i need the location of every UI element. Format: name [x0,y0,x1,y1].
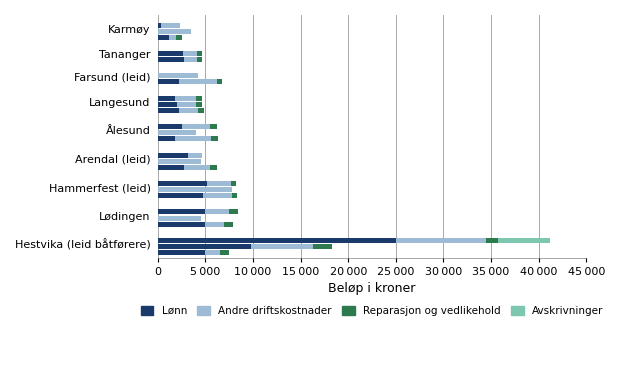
Bar [157,130,196,135]
Bar [313,244,332,249]
Bar [157,136,175,141]
Bar [211,136,218,141]
Bar [232,193,237,198]
Bar [177,102,196,107]
Bar [396,238,486,243]
Bar [157,28,191,34]
Bar [184,57,197,62]
Bar [182,124,210,129]
Bar [169,35,176,39]
Bar [157,244,251,249]
Bar [229,210,237,214]
Bar [161,23,180,28]
Bar [157,181,207,186]
Bar [157,215,200,221]
Legend: Lønn, Andre driftskostnader, Reparasjon og vedlikehold, Avskrivninger: Lønn, Andre driftskostnader, Reparasjon … [136,302,608,320]
Bar [157,102,177,107]
Bar [203,193,232,198]
Bar [205,250,219,255]
Bar [197,51,203,56]
Bar [197,57,203,62]
Bar [157,73,198,78]
Bar [179,79,217,85]
Bar [207,181,231,186]
Bar [157,23,161,28]
Bar [157,96,175,101]
Bar [157,124,182,129]
Bar [224,221,233,227]
Bar [157,79,179,85]
Bar [157,250,205,255]
Bar [157,153,188,158]
Bar [157,51,184,56]
Bar [175,96,196,101]
Bar [184,51,197,56]
Bar [188,153,203,158]
Bar [184,165,210,170]
Bar [157,159,200,164]
Bar [498,238,550,243]
Bar [157,187,232,192]
Bar [219,250,229,255]
Bar [157,193,203,198]
Bar [210,165,217,170]
Bar [205,221,224,227]
Bar [205,210,229,214]
Bar [179,108,198,113]
Bar [251,244,313,249]
Bar [176,35,182,39]
Bar [157,221,205,227]
Bar [157,57,184,62]
X-axis label: Beløp i kroner: Beløp i kroner [329,282,415,295]
Bar [196,96,203,101]
Bar [486,238,498,243]
Bar [157,35,169,39]
Bar [196,102,203,107]
Bar [231,181,236,186]
Bar [210,124,217,129]
Bar [157,238,396,243]
Bar [175,136,211,141]
Bar [217,79,223,85]
Bar [157,165,184,170]
Bar [198,108,205,113]
Bar [157,210,205,214]
Bar [157,108,179,113]
